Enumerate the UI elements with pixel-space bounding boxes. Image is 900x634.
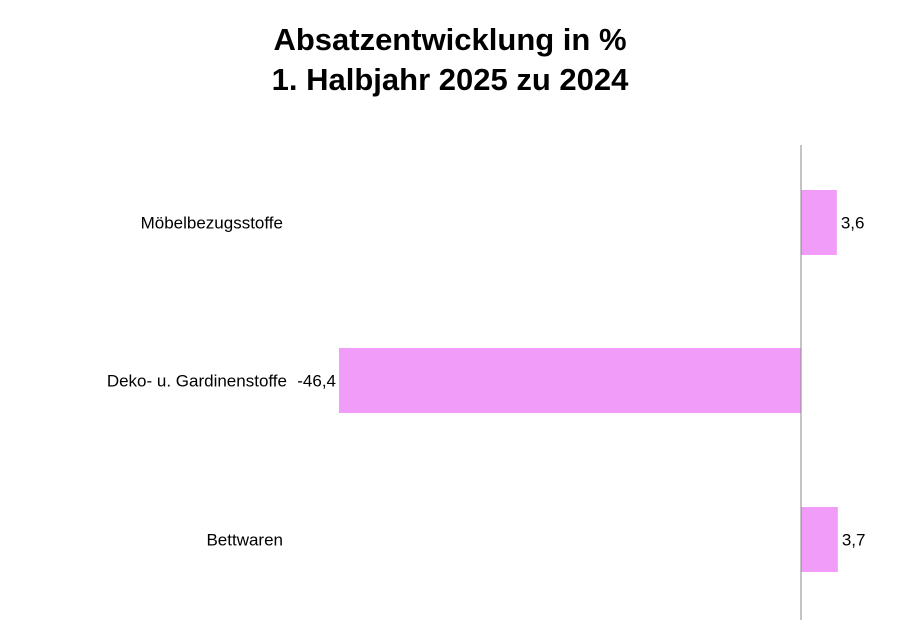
category-label-2: Bettwaren (206, 531, 283, 550)
chart-title-line-1: Absatzentwicklung in % (273, 22, 627, 57)
data-label-0: 3,6 (841, 214, 865, 233)
bar-2 (801, 507, 838, 572)
bar-1 (339, 348, 801, 413)
data-label-1: -46,4 (297, 372, 336, 391)
bar-0 (801, 190, 837, 255)
chart-title-line-2: 1. Halbjahr 2025 zu 2024 (271, 62, 629, 97)
category-label-0: Möbelbezugsstoffe (141, 214, 283, 233)
data-label-2: 3,7 (842, 531, 866, 550)
category-label-1: Deko- u. Gardinenstoffe (107, 372, 287, 391)
